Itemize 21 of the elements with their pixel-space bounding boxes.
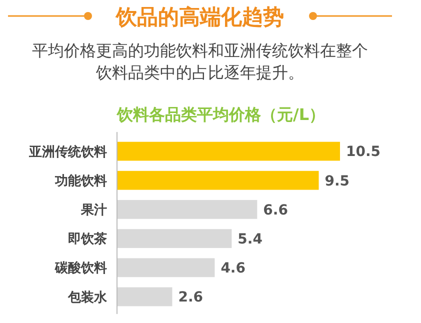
data-label: 2.6 [178,290,204,306]
y-tick-label: 功能饮料 [54,172,107,189]
y-tick-label: 果汁 [80,203,107,218]
data-label: 10.5 [346,144,381,160]
chart-subtitle: 平均价格更高的功能饮料和亚洲传统饮料在整个饮料品类中的占比逐年提升。 [32,41,368,82]
y-tick-label: 碳酸饮料 [54,260,107,276]
data-label: 9.5 [324,173,350,190]
data-label: 5.4 [238,231,263,248]
chart-title: 饮品的高端化趋势 [115,5,284,29]
y-tick-label: 亚洲传统饮料 [28,144,107,160]
bar [117,287,172,306]
bar [117,170,319,190]
bar [117,229,232,248]
bar [117,142,340,161]
data-label: 4.6 [220,260,246,277]
bar [117,200,258,219]
x-axis-title: 饮料各品类平均价格（元/L） [116,105,326,124]
bar [117,258,215,278]
y-tick-label: 即饮茶 [68,231,107,248]
y-tick-label: 包装水 [67,290,108,306]
data-label: 6.6 [263,202,288,218]
